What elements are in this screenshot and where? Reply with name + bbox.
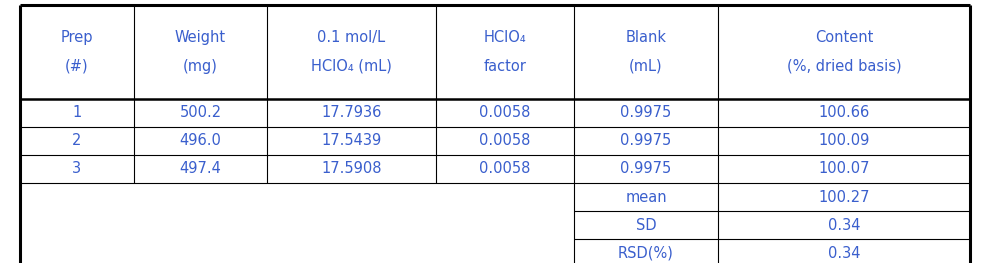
Text: 17.5908: 17.5908 bbox=[321, 161, 382, 176]
Text: 0.0058: 0.0058 bbox=[479, 105, 531, 120]
Text: 100.07: 100.07 bbox=[818, 161, 870, 176]
Text: 3: 3 bbox=[72, 161, 81, 176]
Text: 497.4: 497.4 bbox=[179, 161, 222, 176]
Text: 17.7936: 17.7936 bbox=[322, 105, 381, 120]
Text: factor: factor bbox=[483, 59, 527, 74]
Text: HClO₄: HClO₄ bbox=[483, 30, 527, 45]
Text: 0.1 mol/L: 0.1 mol/L bbox=[318, 30, 385, 45]
Text: 0.9975: 0.9975 bbox=[621, 133, 671, 148]
Text: (mL): (mL) bbox=[630, 59, 662, 74]
Text: 1: 1 bbox=[72, 105, 81, 120]
Text: 0.9975: 0.9975 bbox=[621, 105, 671, 120]
Text: mean: mean bbox=[625, 190, 667, 205]
Text: HClO₄ (mL): HClO₄ (mL) bbox=[311, 59, 392, 74]
Text: 0.9975: 0.9975 bbox=[621, 161, 671, 176]
Text: 17.5439: 17.5439 bbox=[322, 133, 381, 148]
Text: 500.2: 500.2 bbox=[179, 105, 222, 120]
Text: SD: SD bbox=[636, 218, 656, 233]
Text: (%, dried basis): (%, dried basis) bbox=[787, 59, 901, 74]
Text: RSD(%): RSD(%) bbox=[618, 246, 674, 261]
Text: 100.66: 100.66 bbox=[819, 105, 869, 120]
Text: Prep: Prep bbox=[60, 30, 93, 45]
Text: (#): (#) bbox=[65, 59, 88, 74]
Text: 100.27: 100.27 bbox=[818, 190, 870, 205]
Text: Content: Content bbox=[815, 30, 873, 45]
Text: Blank: Blank bbox=[626, 30, 666, 45]
Text: 100.09: 100.09 bbox=[819, 133, 869, 148]
Text: 0.34: 0.34 bbox=[828, 246, 860, 261]
Text: 496.0: 496.0 bbox=[179, 133, 222, 148]
Text: 0.34: 0.34 bbox=[828, 218, 860, 233]
Text: 0.0058: 0.0058 bbox=[479, 133, 531, 148]
Text: (mg): (mg) bbox=[183, 59, 218, 74]
Text: 2: 2 bbox=[72, 133, 81, 148]
Text: 0.0058: 0.0058 bbox=[479, 161, 531, 176]
Text: Weight: Weight bbox=[175, 30, 226, 45]
